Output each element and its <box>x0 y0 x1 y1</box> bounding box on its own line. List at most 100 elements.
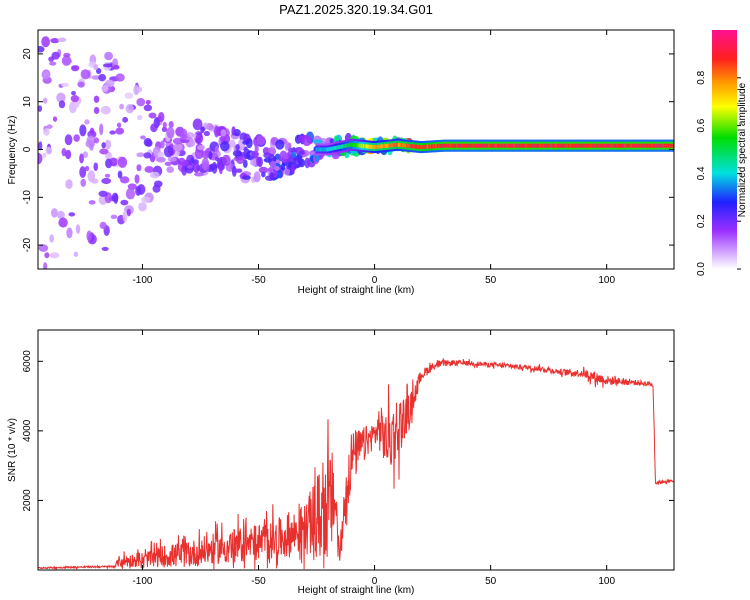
signal-core <box>562 143 565 148</box>
signal-core <box>440 143 444 148</box>
signal-core <box>463 143 466 148</box>
signal-core <box>380 144 384 149</box>
signal-core <box>599 143 603 148</box>
spectrogram-cell <box>122 210 128 223</box>
spectrogram-cell <box>75 224 81 234</box>
signal-core <box>499 143 502 148</box>
signal-core <box>445 143 448 148</box>
spectrogram-cell <box>80 178 87 187</box>
signal-core <box>443 143 447 148</box>
signal-core <box>348 143 352 148</box>
signal-core <box>468 143 472 148</box>
signal-core <box>633 143 636 148</box>
spectrogram-cell <box>70 95 79 103</box>
signal-core <box>429 144 433 149</box>
signal-core <box>527 143 530 148</box>
spectrogram-cell <box>99 221 107 230</box>
signal-core <box>496 143 500 148</box>
signal-core <box>464 143 468 148</box>
signal-core <box>408 143 412 148</box>
signal-core <box>410 144 413 149</box>
spectrogram-cell <box>117 170 123 179</box>
signal-core <box>573 143 576 148</box>
signal-core <box>383 144 387 149</box>
spectrogram-cell <box>299 150 305 155</box>
spectrogram-cell <box>50 38 60 44</box>
spectrogram-cell <box>100 105 111 115</box>
signal-core <box>353 143 356 148</box>
signal-core <box>337 145 341 150</box>
signal-core <box>436 144 440 149</box>
signal-core <box>653 143 657 148</box>
spectrogram-cell <box>42 97 48 104</box>
spectrogram-cell <box>167 156 177 162</box>
signal-core <box>550 143 554 148</box>
signal-core <box>584 143 587 148</box>
signal-core <box>323 147 327 152</box>
signal-core <box>652 143 656 148</box>
signal-core <box>460 143 463 148</box>
signal-core <box>660 143 664 148</box>
spectrogram-cell <box>156 157 166 163</box>
spectrogram-cell <box>38 152 43 165</box>
colorbar-tick-label: 0.8 <box>696 70 707 84</box>
signal-core <box>523 143 526 148</box>
signal-core <box>536 143 540 148</box>
snr-x-label: Height of straight line (km) <box>298 585 415 596</box>
signal-core <box>452 143 455 148</box>
signal-core <box>531 143 535 148</box>
signal-core <box>642 143 646 148</box>
spectrogram-cell <box>134 174 140 184</box>
signal-core <box>606 143 610 148</box>
spectrogram-cell <box>166 166 175 174</box>
spectrogram-cell <box>258 166 269 174</box>
spectrogram-cell <box>58 100 66 109</box>
signal-core <box>534 143 537 148</box>
spectrogram-cell <box>101 246 109 251</box>
spectrogram-cell <box>202 161 210 171</box>
signal-core <box>528 143 532 148</box>
colorbar-tick-label: 0.0 <box>696 262 707 276</box>
spectrogram-cell <box>109 157 118 167</box>
spectrogram-cell <box>163 145 174 158</box>
signal-core <box>470 143 473 148</box>
spectrogram-cell <box>214 156 220 162</box>
signal-core <box>644 143 647 148</box>
spectrogram-cell <box>65 149 72 160</box>
spectrogram-cell <box>313 139 323 144</box>
spectrogram-cell <box>143 152 152 159</box>
signal-core <box>602 143 606 148</box>
signal-core <box>516 143 519 148</box>
spectrogram-cell <box>136 152 145 158</box>
spectrogram-cell <box>236 168 243 173</box>
signal-core <box>517 143 521 148</box>
signal-core <box>667 143 671 148</box>
signal-core <box>474 143 477 148</box>
spectrogram-cell <box>161 126 168 133</box>
signal-core <box>350 142 353 147</box>
signal-core <box>530 143 533 148</box>
spectrogram-cell <box>111 192 119 203</box>
spectrogram-cell <box>236 156 245 165</box>
signal-core <box>525 143 529 148</box>
snr-y-ticks: 2000 4000 6000 <box>22 350 674 512</box>
spectrogram-cell <box>110 214 118 220</box>
signal-core <box>343 144 346 149</box>
signal-core <box>432 144 436 149</box>
signal-core <box>591 143 594 148</box>
spectrogram-cell <box>43 262 48 269</box>
spectrogram-cell <box>242 140 250 145</box>
spectrogram-cell <box>275 139 285 150</box>
signal-core <box>569 143 572 148</box>
signal-core <box>361 143 365 148</box>
signal-core <box>387 143 391 148</box>
signal-core <box>502 143 505 148</box>
spectrogram-x-label: Height of straight line (km) <box>298 285 415 296</box>
signal-core <box>477 143 480 148</box>
signal-core <box>438 143 441 148</box>
signal-core <box>344 143 348 148</box>
spectrogram-cell <box>221 154 231 167</box>
y-tick-label: 20 <box>22 48 33 60</box>
signal-core <box>414 144 418 149</box>
signal-core <box>645 143 649 148</box>
